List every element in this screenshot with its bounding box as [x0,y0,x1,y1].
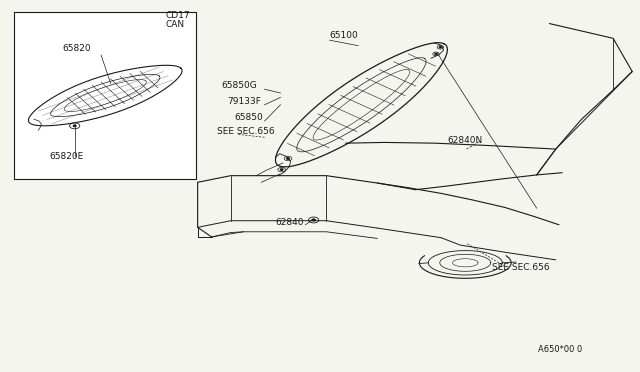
Circle shape [440,47,442,48]
Text: SEE SEC.656: SEE SEC.656 [492,263,550,272]
Text: 62840N: 62840N [447,136,483,145]
Text: 62840: 62840 [275,218,304,227]
Text: SEE SEC.656: SEE SEC.656 [217,127,275,136]
Circle shape [74,125,76,126]
Circle shape [280,169,283,170]
Circle shape [312,219,316,221]
Text: 65100: 65100 [330,31,358,40]
Text: CAN: CAN [166,20,185,29]
Bar [14,13,196,179]
Text: 65850G: 65850G [221,81,257,90]
Text: A650*00 0: A650*00 0 [538,345,582,354]
Circle shape [435,53,437,54]
Text: CD17: CD17 [166,11,191,20]
Text: 65820: 65820 [62,44,90,53]
Text: 79133F: 79133F [228,96,262,106]
Text: 65820E: 65820E [49,152,83,161]
Circle shape [287,158,289,159]
Text: 65850: 65850 [234,113,263,122]
